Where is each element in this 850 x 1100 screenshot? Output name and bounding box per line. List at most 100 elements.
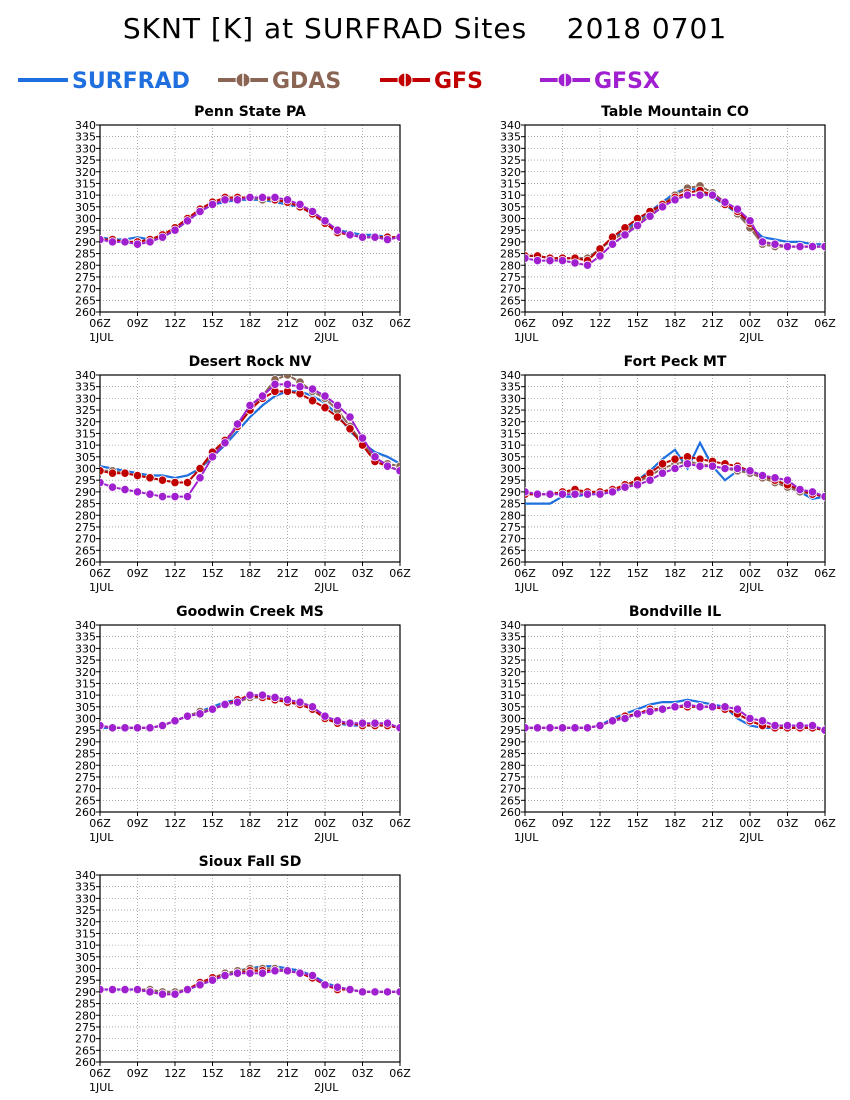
point-gfsx: [170, 716, 180, 726]
x-tick-label: 09Z: [127, 567, 149, 580]
x-tick-label: 06Z: [814, 567, 836, 580]
point-gfs: [670, 454, 680, 464]
point-gfsx: [232, 195, 243, 205]
y-tick-label: 335: [75, 131, 96, 144]
point-gfsx: [145, 237, 155, 247]
point-gfsx: [720, 702, 730, 712]
y-tick-label: 305: [75, 451, 96, 464]
x-tick-label: 18Z: [239, 817, 261, 830]
x-tick-label: 15Z: [202, 817, 224, 830]
point-gfsx: [307, 970, 318, 981]
series-line-gdas: [100, 375, 400, 484]
y-tick-label: 300: [500, 463, 521, 476]
point-gfsx: [757, 237, 768, 247]
x-tick-label: 12Z: [589, 567, 611, 580]
date-label: 1JUL: [514, 831, 539, 844]
x-tick-label: 15Z: [202, 1067, 224, 1080]
x-tick-label: 06Z: [389, 817, 411, 830]
point-gfsx: [345, 718, 355, 728]
y-tick-label: 275: [500, 271, 521, 284]
point-gfsx: [270, 379, 280, 389]
point-gfsx: [182, 984, 193, 995]
y-tick-label: 310: [75, 689, 96, 702]
x-tick-label: 06Z: [514, 317, 536, 330]
point-gfsx: [320, 980, 330, 990]
y-tick-label: 260: [75, 806, 96, 819]
y-tick-label: 330: [75, 142, 96, 155]
y-tick-label: 300: [75, 213, 96, 226]
y-tick-label: 285: [500, 498, 521, 511]
y-tick-label: 275: [75, 521, 96, 534]
y-tick-label: 315: [75, 177, 96, 190]
point-gfs: [145, 473, 155, 483]
point-gfsx: [657, 468, 668, 478]
y-tick-label: 275: [75, 271, 96, 284]
legend-item-gfsx: GFSX: [540, 69, 660, 94]
legend-label: GFSX: [594, 69, 660, 94]
point-gfsx: [282, 379, 293, 389]
point-gfsx: [270, 192, 280, 203]
y-tick-label: 320: [500, 166, 521, 179]
point-gfsx: [257, 192, 268, 203]
y-tick-label: 330: [500, 142, 521, 155]
y-tick-label: 325: [500, 154, 521, 167]
y-tick-label: 310: [75, 939, 96, 952]
y-tick-label: 305: [500, 201, 521, 214]
point-gfsx: [195, 206, 205, 217]
point-gfsx: [395, 466, 400, 476]
point-gfsx: [395, 232, 400, 242]
x-tick-label: 06Z: [514, 817, 536, 830]
series-group: [525, 698, 825, 735]
x-tick-label: 00Z: [314, 1067, 336, 1080]
x-tick-label: 03Z: [777, 817, 799, 830]
point-gfsx: [132, 239, 143, 249]
y-tick-label: 310: [75, 439, 96, 452]
y-tick-label: 300: [75, 963, 96, 976]
y-tick-label: 270: [75, 283, 96, 296]
point-gfsx: [757, 716, 768, 726]
chart-panel: Table Mountain CO 26026527027528028529029…: [500, 104, 836, 344]
point-gfsx: [707, 461, 718, 471]
chart-panel: Bondville IL2602652702752802852902953003…: [500, 604, 836, 844]
point-gfsx: [645, 706, 655, 717]
y-tick-label: 285: [75, 998, 96, 1011]
point-gfsx: [157, 232, 168, 242]
point-gfsx: [195, 980, 205, 990]
point-gfsx: [120, 484, 130, 495]
legend-label: SURFRAD: [72, 69, 190, 94]
point-gfsx: [620, 230, 630, 240]
y-tick-label: 270: [500, 783, 521, 796]
point-gfsx: [100, 477, 105, 488]
point-gfsx: [582, 489, 593, 499]
point-gfsx: [532, 489, 543, 499]
x-tick-label: 15Z: [202, 317, 224, 330]
y-tick-label: 265: [500, 294, 521, 307]
y-tick-label: 340: [75, 369, 96, 382]
legend: SURFRAD GDAS GFS GFSX: [18, 69, 660, 94]
chart-title: Desert Rock NV: [189, 354, 312, 370]
y-tick-label: 265: [500, 794, 521, 807]
series-line-gfsx: [100, 196, 400, 246]
point-gfsx: [282, 966, 293, 976]
point-gfsx: [357, 232, 368, 242]
point-gfsx: [570, 723, 580, 733]
chart-title: Sioux Fall SD: [199, 854, 302, 870]
y-tick-label: 340: [75, 119, 96, 132]
point-gfsx: [120, 723, 130, 733]
point-gfsx: [595, 489, 605, 499]
point-gfsx: [657, 704, 668, 714]
x-tick-label: 06Z: [89, 317, 111, 330]
point-gfsx: [795, 241, 805, 252]
point-gfsx: [132, 723, 143, 733]
point-gfsx: [382, 461, 393, 471]
point-gfsx: [732, 463, 743, 474]
y-tick-label: 325: [75, 654, 96, 667]
y-tick-label: 320: [75, 416, 96, 429]
y-tick-label: 280: [500, 509, 521, 522]
point-gfsx: [782, 475, 793, 485]
date-label: 2JUL: [739, 581, 764, 594]
y-tick-label: 275: [75, 1021, 96, 1034]
y-tick-label: 285: [500, 748, 521, 761]
point-gfsx: [107, 482, 118, 492]
point-gfsx: [720, 463, 730, 474]
